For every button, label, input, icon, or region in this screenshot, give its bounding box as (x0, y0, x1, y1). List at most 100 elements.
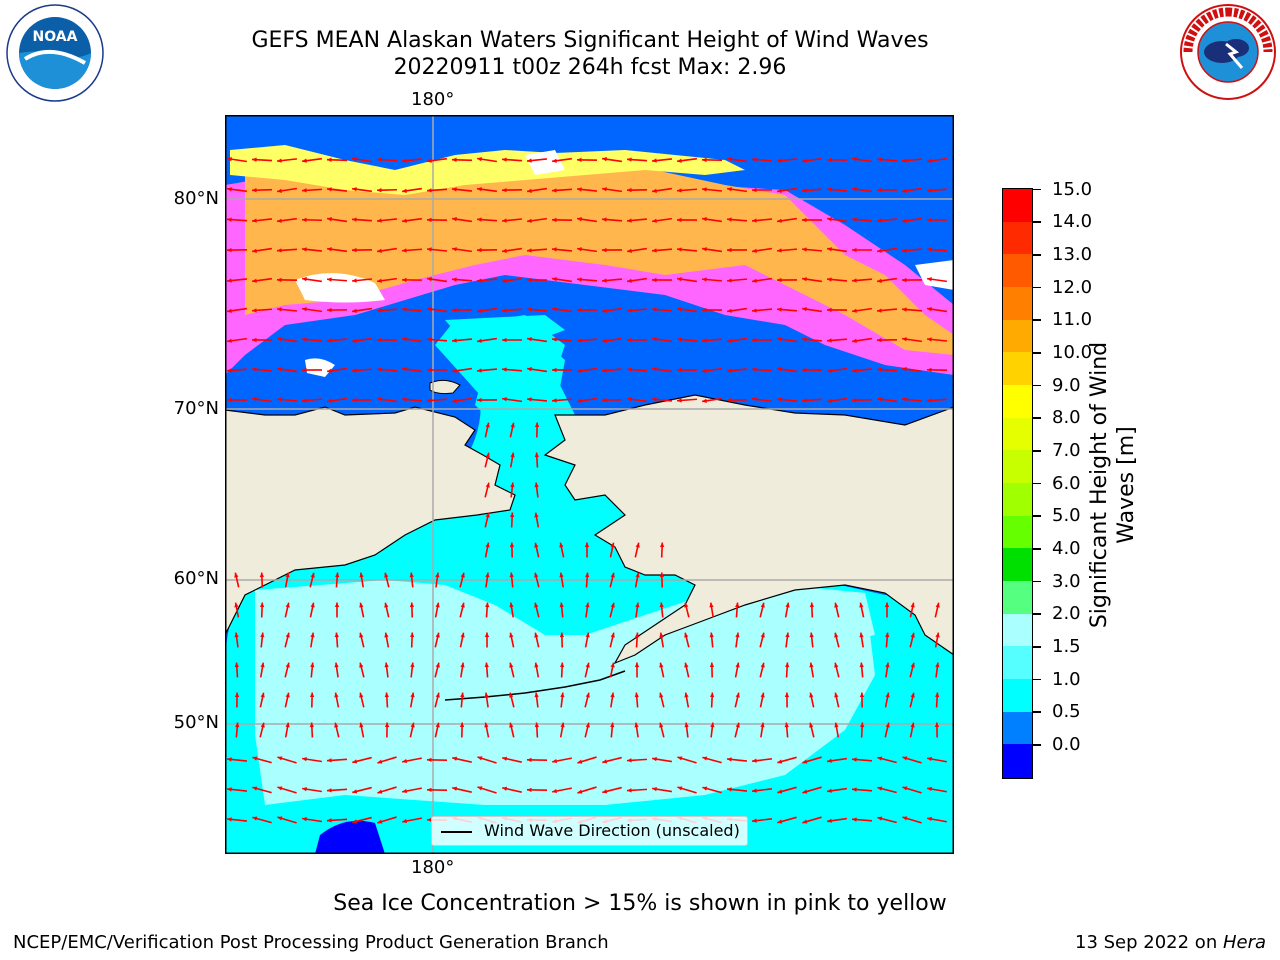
wave-direction-arrowhead (627, 308, 632, 313)
wave-direction-arrowhead (577, 217, 582, 222)
sea-ice-yellow (230, 145, 745, 195)
wave-direction-arrowhead (777, 277, 782, 283)
wave-direction-arrowhead (827, 307, 832, 313)
sea-ice-white (305, 358, 335, 377)
wave-direction-arrowhead (659, 722, 664, 728)
wave-direction-arrowhead (760, 632, 765, 638)
wave-direction-arrowhead (834, 632, 839, 638)
wave-direction-arrowhead (827, 368, 832, 373)
wave-direction-arrowhead (602, 759, 608, 764)
wave-direction-arrowhead (885, 722, 890, 728)
wave-direction-arrowhead (227, 817, 232, 822)
colorbar-tick-mark (1033, 515, 1041, 517)
colorbar-tick-label: 10.0 (1052, 341, 1093, 363)
wave-direction-arrowhead (777, 397, 782, 402)
wave-direction-arrowhead (877, 367, 882, 372)
wave-direction-arrowhead (235, 722, 240, 728)
wave-direction-arrowhead (602, 187, 607, 192)
wave-direction-arrowhead (485, 572, 490, 578)
wave-direction-arrowhead (234, 692, 240, 698)
colorbar-tick-label: 12.0 (1052, 276, 1093, 298)
wave-direction-arrowhead (402, 367, 407, 372)
wave-direction-arrowhead (702, 307, 707, 313)
wave-direction-arrowhead (627, 758, 632, 763)
ocean-light-zone (255, 580, 875, 805)
wave-direction-arrowhead (927, 367, 932, 373)
colorbar-segment (1003, 450, 1032, 484)
wave-direction-arrowhead (935, 632, 940, 638)
wave-direction-arrowhead (627, 157, 632, 162)
wave-direction-arrowhead (659, 572, 665, 578)
wave-direction-arrowhead (777, 218, 782, 223)
land-alaska (543, 394, 954, 665)
wave-direction-arrowhead (677, 188, 682, 193)
wave-direction-arrowhead (277, 337, 282, 342)
wind-wave-arrows (226, 157, 948, 824)
wave-direction-arrowhead (327, 277, 332, 282)
wave-direction-arrowhead (559, 662, 565, 668)
wave-direction-arrowhead (352, 397, 357, 403)
colorbar-segment (1003, 483, 1032, 517)
wave-direction-arrowhead (477, 756, 483, 761)
wave-direction-arrowhead (735, 602, 740, 608)
wave-direction-arrowhead (877, 248, 882, 253)
colorbar-tick-label: 0.0 (1052, 733, 1081, 755)
wave-direction-arrowhead (760, 692, 765, 698)
wave-direction-arrowhead (310, 572, 315, 578)
wave-direction-arrowhead (634, 662, 640, 668)
wave-direction-arrowhead (435, 722, 440, 728)
wave-direction-arrowhead (635, 632, 640, 638)
footer-host: Hera (1222, 932, 1266, 953)
wave-direction-arrowhead (309, 692, 315, 698)
wave-direction-arrowhead (577, 398, 582, 403)
colorbar (1002, 188, 1033, 779)
wave-direction-arrowhead (934, 722, 940, 728)
colorbar-tick-label: 8.0 (1052, 407, 1081, 429)
colorbar-segment (1003, 319, 1032, 353)
wave-direction-arrowhead (227, 397, 232, 403)
wave-direction-arrowhead (502, 397, 507, 402)
wave-direction-arrowhead (384, 632, 389, 638)
sea-ice-white (915, 260, 954, 290)
wave-direction-arrowhead (877, 278, 882, 283)
wave-direction-arrowhead (752, 758, 757, 763)
wave-direction-arrowhead (727, 278, 732, 283)
wave-direction-arrowhead (852, 217, 857, 222)
wave-direction-arrowhead (259, 572, 265, 578)
wave-direction-arrowhead (234, 572, 239, 578)
ocean-very-deep-patch (315, 820, 385, 854)
wave-direction-arrowhead (902, 307, 907, 312)
wave-direction-arrowhead (534, 722, 540, 728)
wave-direction-arrowhead (702, 338, 707, 343)
wave-direction-arrowhead (327, 818, 332, 823)
wave-direction-arrowhead (534, 422, 540, 428)
wave-direction-arrowhead (760, 722, 765, 728)
wave-direction-arrowhead (452, 398, 457, 403)
wave-direction-arrowhead (785, 632, 790, 638)
wave-direction-arrowhead (852, 278, 857, 283)
wave-direction-arrowhead (677, 786, 683, 791)
wave-direction-arrowhead (427, 757, 432, 763)
wave-direction-arrowhead (402, 818, 408, 824)
ocean-mid-strait (465, 315, 575, 445)
wave-direction-arrowhead (477, 187, 482, 192)
wave-direction-arrowhead (502, 278, 507, 283)
colorbar-segment (1003, 711, 1032, 745)
wave-direction-arrowhead (485, 422, 490, 428)
wave-direction-arrowhead (260, 632, 265, 638)
wave-direction-arrowhead (302, 787, 307, 792)
wave-direction-arrowhead (502, 756, 508, 761)
wave-direction-arrowhead (834, 662, 839, 668)
wave-direction-arrowhead (402, 337, 407, 342)
wave-direction-arrowhead (302, 277, 307, 282)
wave-direction-arrowhead (777, 188, 782, 193)
wave-direction-arrowhead (502, 367, 507, 372)
wave-direction-arrowhead (877, 337, 882, 343)
wave-direction-arrowhead (777, 367, 782, 372)
colorbar-segment (1003, 287, 1032, 321)
wave-direction-arrowhead (802, 217, 807, 223)
wave-direction-arrowhead (577, 277, 582, 282)
wave-direction-arrowhead (402, 218, 407, 223)
sea-ice-white (525, 150, 565, 175)
wave-direction-arrowhead (684, 662, 689, 668)
